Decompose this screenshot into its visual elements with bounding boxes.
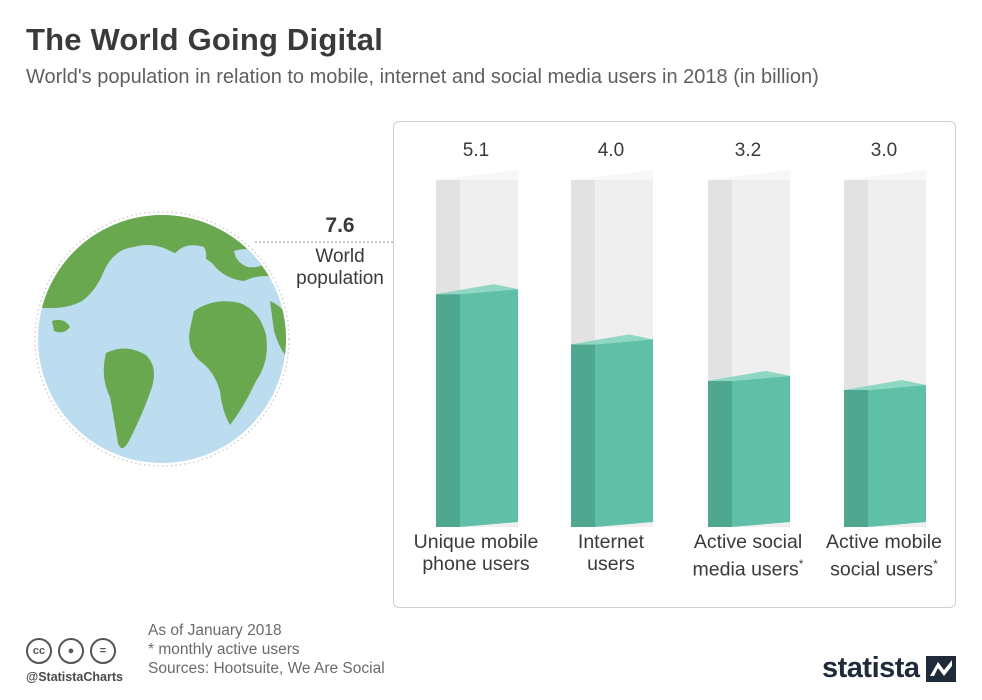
brand-logo: statista: [822, 652, 920, 684]
bar-top: [708, 370, 790, 381]
chart-title: The World Going Digital: [26, 22, 384, 57]
data-label: 5.1: [462, 140, 490, 161]
note-asterisk: * monthly active users: [148, 641, 300, 658]
world-population-label: World population: [282, 246, 398, 290]
world-population-value: 7.6: [325, 214, 355, 237]
leader-line: [255, 241, 393, 243]
data-label: 3.0: [870, 140, 898, 161]
bar-side: [436, 294, 460, 527]
license-icons: cc ● =: [26, 638, 116, 664]
no-derivatives-icon: =: [90, 638, 116, 664]
note-date: As of January 2018: [148, 622, 282, 639]
chart-panel: [393, 121, 956, 608]
bar-side: [844, 390, 868, 527]
globe-illustration: [34, 211, 290, 467]
world-population-label-line2: population: [296, 268, 384, 289]
empty-column-top: [844, 170, 926, 180]
bar: [732, 375, 790, 527]
bar: [595, 339, 653, 527]
data-label: 3.2: [734, 140, 762, 161]
category-label: Active social media users*: [692, 531, 804, 581]
bar-top: [844, 380, 926, 391]
bar: [868, 385, 926, 527]
brand-logo-icon: [926, 656, 956, 682]
social-handle: @StatistaCharts: [26, 670, 123, 684]
bar-chart: [436, 170, 926, 527]
bar-top: [571, 334, 653, 345]
bar-side: [571, 344, 595, 527]
category-label: Active mobile social users*: [826, 531, 942, 581]
footer-notes: As of January 2018 * monthly active user…: [148, 621, 385, 678]
empty-column-top: [436, 170, 518, 180]
empty-column-top: [708, 170, 790, 180]
chart-subtitle: World's population in relation to mobile…: [26, 66, 819, 88]
category-label: Unique mobile phone users: [413, 531, 539, 575]
category-label: Internet users: [577, 531, 645, 575]
bar-side: [708, 380, 732, 527]
sources: Sources: Hootsuite, We Are Social: [148, 660, 385, 677]
creative-commons-icon: cc: [26, 638, 52, 664]
data-label: 4.0: [597, 140, 625, 161]
bar: [460, 289, 518, 527]
empty-column-top: [571, 170, 653, 180]
attribution-icon: ●: [58, 638, 84, 664]
world-population-label-line1: World: [315, 246, 365, 267]
bar-top: [436, 284, 518, 295]
